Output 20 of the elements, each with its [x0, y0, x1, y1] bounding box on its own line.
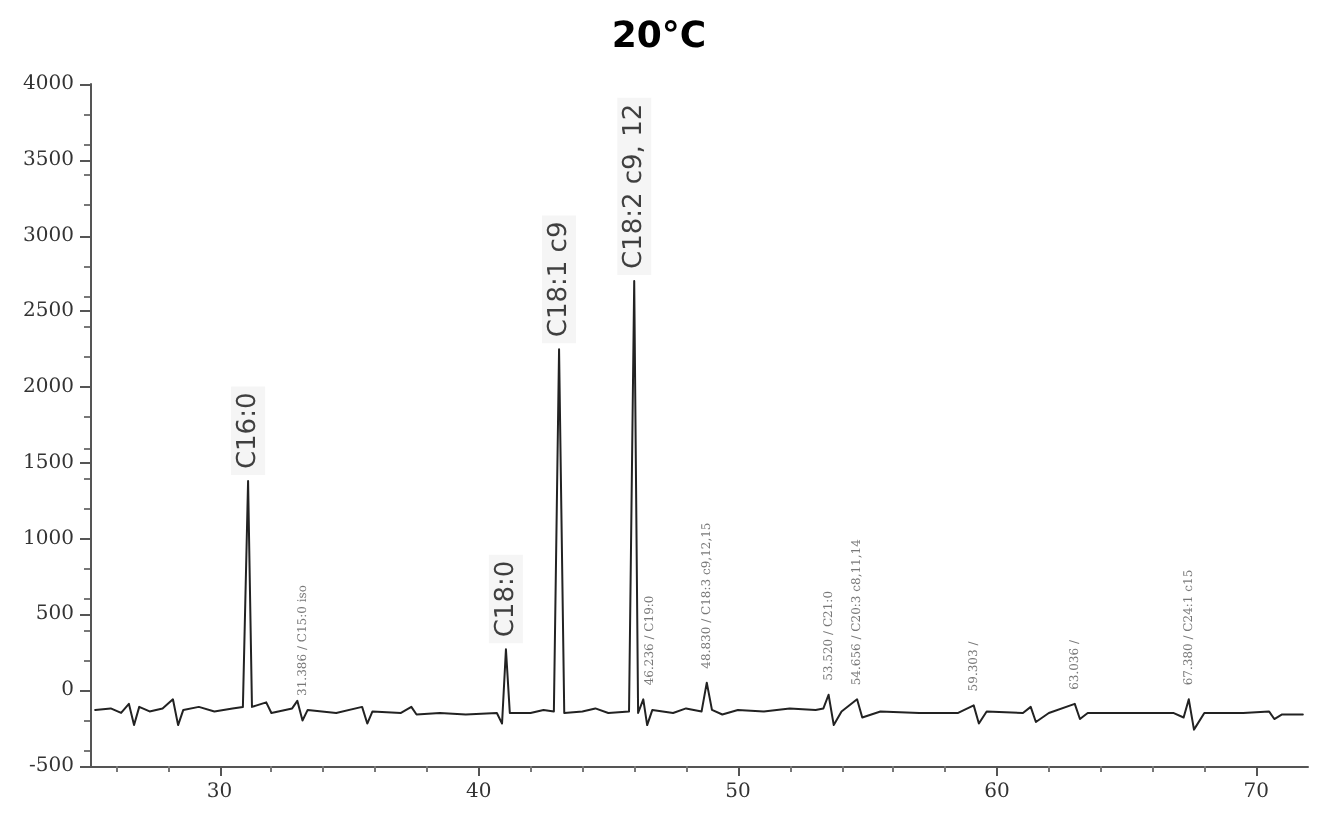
y-tick-label: -500 — [29, 755, 74, 777]
y-tick-label: 2000 — [23, 376, 74, 399]
y-tick-label: 0 — [61, 679, 74, 702]
y-tick-label: 2500 — [23, 300, 74, 323]
chart-title: 20°C — [611, 15, 707, 57]
x-tick-label: 40 — [465, 781, 492, 803]
y-tick-label: 1500 — [23, 451, 74, 474]
x-tick-label: 70 — [1243, 781, 1269, 803]
x-tick-label: 60 — [984, 781, 1010, 803]
annotation: C18:1 c9 — [544, 221, 575, 338]
y-tick-label: 3000 — [23, 224, 74, 247]
x-tick-label: 30 — [206, 781, 233, 803]
annotation: C16:0 — [233, 392, 264, 470]
y-tick-label: 500 — [35, 603, 74, 626]
y-tick-label: 3500 — [23, 148, 74, 171]
y-tick-label: 4000 — [23, 73, 74, 95]
x-tick-label: 50 — [725, 781, 751, 803]
y-tick-label: 1000 — [23, 527, 74, 550]
annotation: C18:2 c9, 12 — [619, 103, 650, 270]
annotation: C18:0 — [490, 560, 521, 638]
